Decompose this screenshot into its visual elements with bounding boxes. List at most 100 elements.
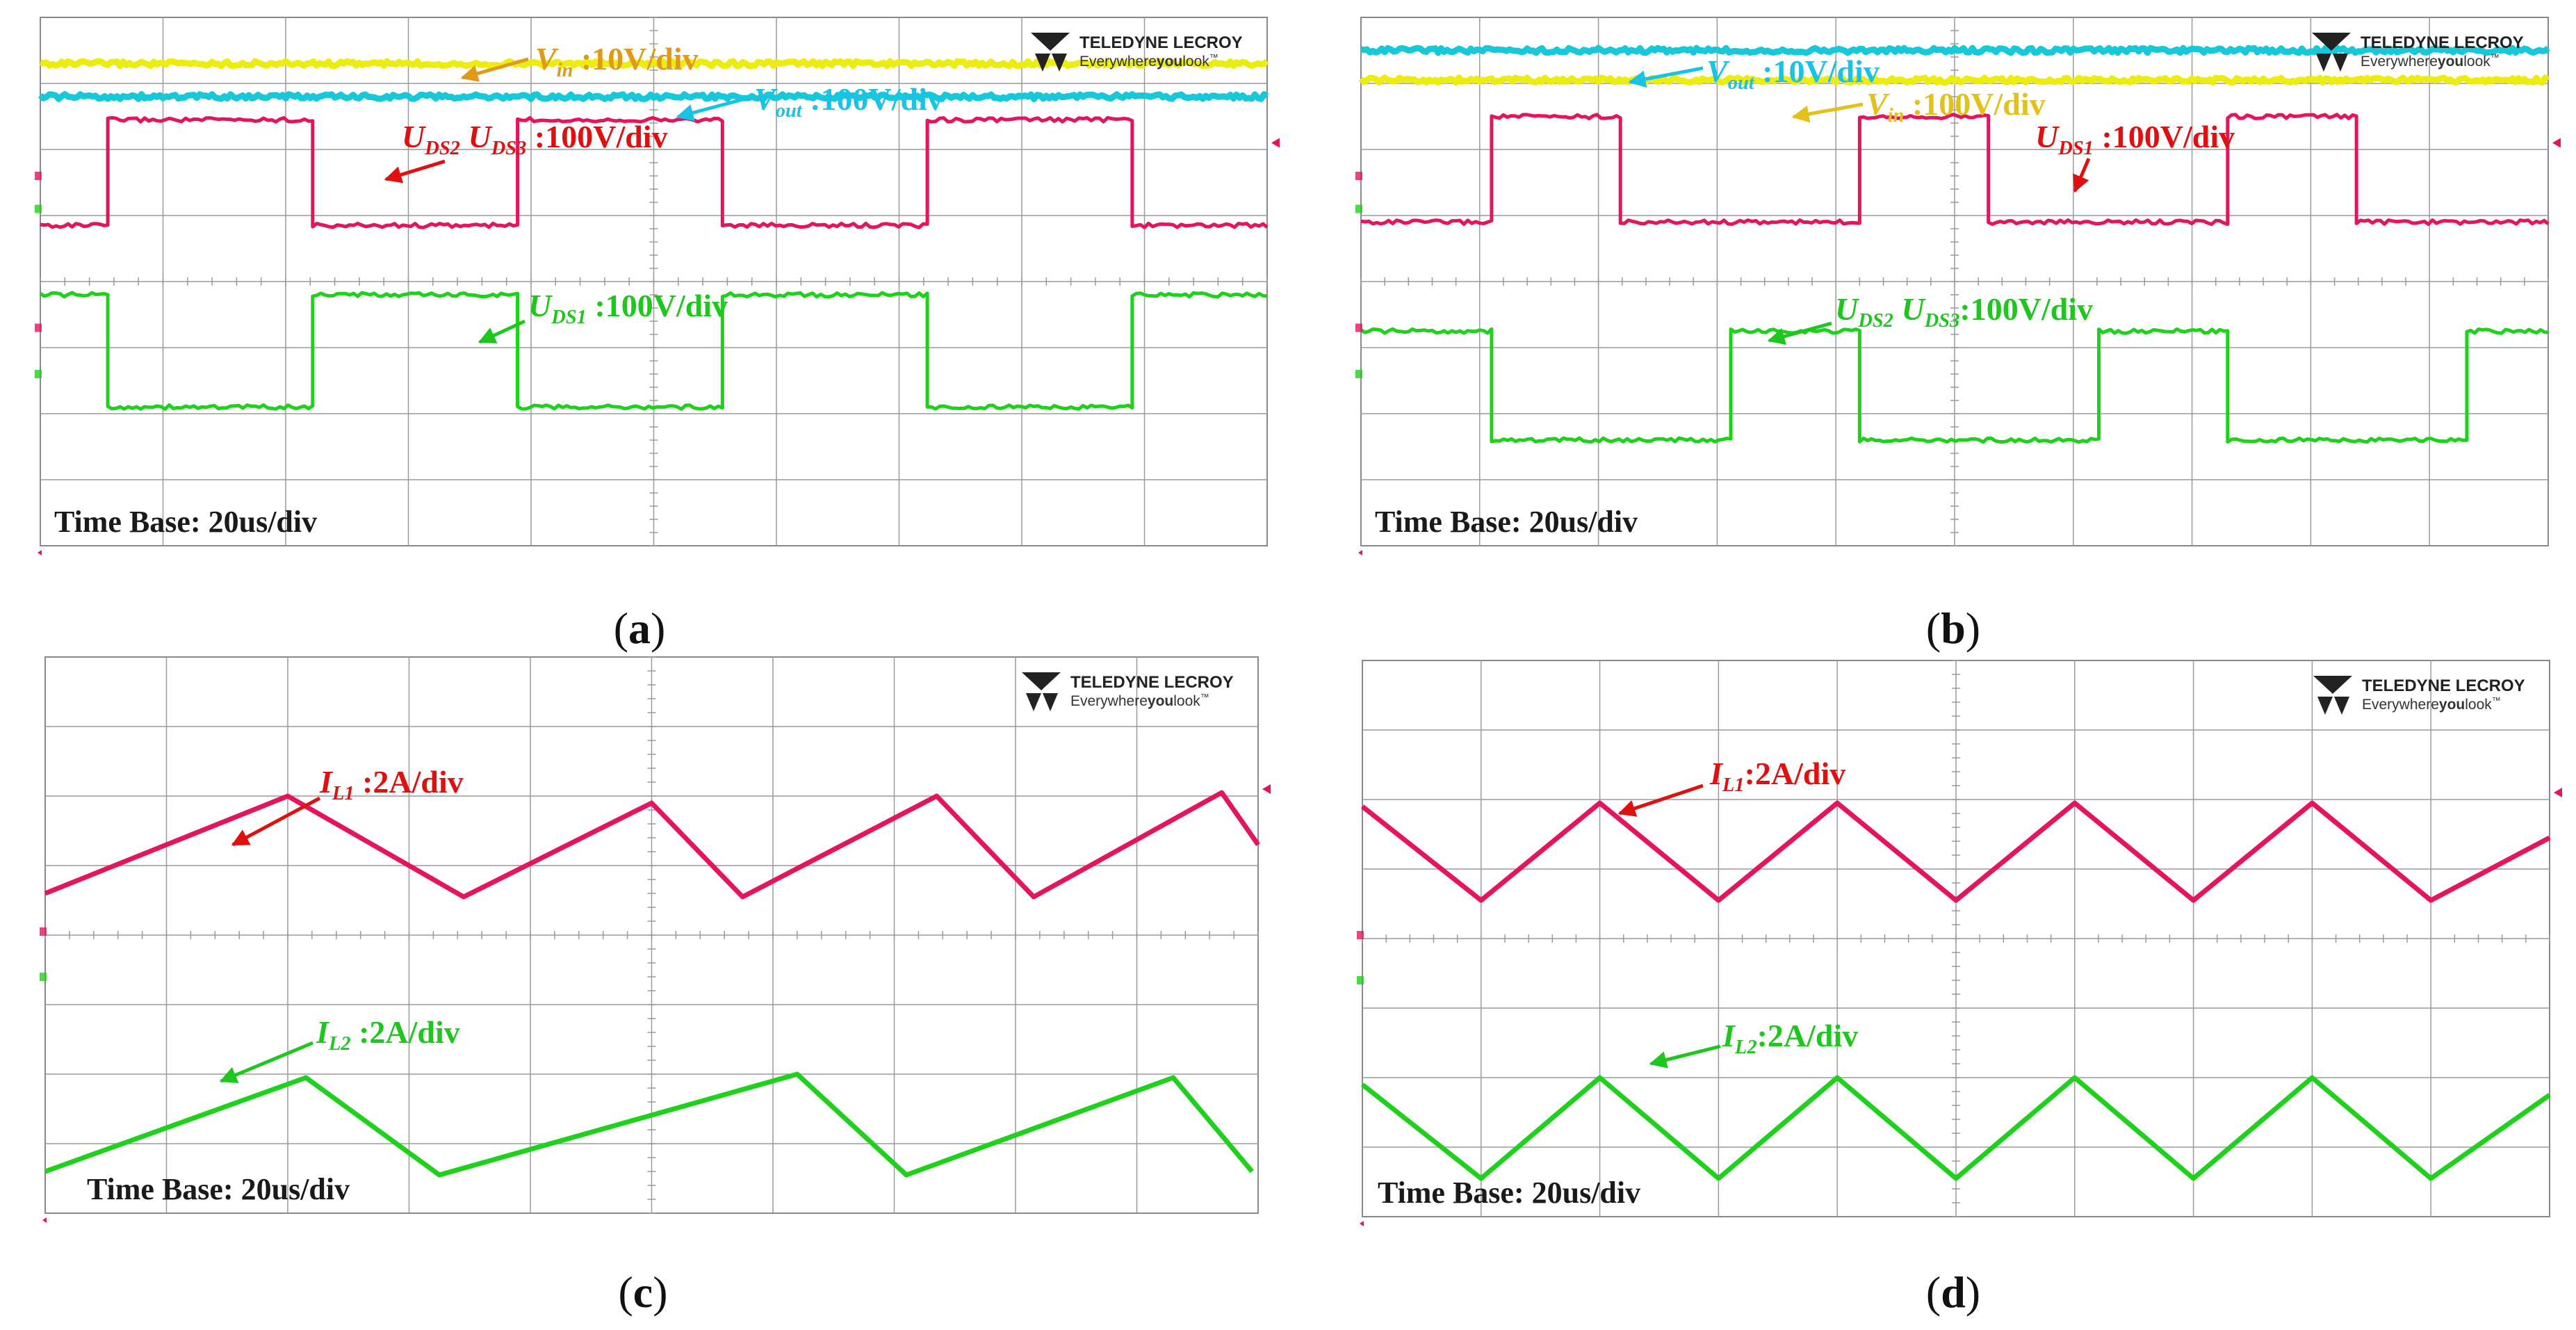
label-text: Vin :10V/div	[535, 41, 699, 81]
corner-marker	[1360, 1221, 1364, 1226]
trigger-marker	[1271, 138, 1280, 148]
label-text: Vout :100V/div	[754, 81, 943, 122]
brand-tagline: Everywhereyoulook™	[1070, 692, 1209, 709]
label-arrow	[384, 159, 446, 184]
corner-marker	[42, 1217, 47, 1223]
brand-name: TELEDYNE LECROY	[2361, 33, 2524, 52]
corner-marker	[38, 550, 42, 555]
channel-marker	[1357, 976, 1364, 984]
trace-label: UDS1 :100V/div	[478, 288, 728, 344]
teledyne-logo-icon	[2312, 33, 2351, 72]
channel-marker	[1355, 172, 1362, 180]
grid	[1362, 660, 2550, 1217]
channel-marker	[1355, 204, 1362, 213]
label-text: Vout :10V/div	[1706, 54, 1880, 94]
trace-label: Vout :10V/div	[1628, 54, 1880, 94]
label-arrow	[1649, 1044, 1721, 1069]
channel-marker	[1357, 931, 1364, 939]
trace-il1	[44, 790, 1260, 900]
teledyne-logo-icon	[2313, 676, 2352, 715]
label-arrow	[1617, 784, 1704, 817]
label-arrow	[676, 95, 751, 122]
label-arrow	[478, 319, 526, 344]
trigger-marker	[1262, 784, 1271, 794]
channel-marker	[40, 927, 47, 936]
grid	[44, 656, 1259, 1214]
trace-label: IL2:2A/div	[1649, 1018, 1858, 1069]
trace-label: UDS1 :100V/div	[2035, 119, 2235, 193]
channel-marker	[35, 172, 42, 180]
trace-label: Vout :100V/div	[676, 81, 943, 122]
trace-uds2-uds3	[40, 115, 1269, 229]
trigger-marker	[2552, 138, 2561, 148]
panel-caption: (b)	[1926, 603, 1980, 653]
teledyne-logo-icon	[1022, 672, 1061, 711]
trace-label: UDS2 UDS3:100V/div	[1767, 291, 2093, 346]
brand-name: TELEDYNE LECROY	[1070, 673, 1234, 692]
brand-tagline: Everywhereyoulook™	[2362, 695, 2501, 713]
trace-uds2-uds3	[1360, 327, 2549, 444]
trace-vin	[39, 58, 1269, 70]
channel-marker	[1355, 370, 1362, 378]
label-arrow	[231, 796, 321, 847]
channel-marker	[35, 323, 42, 332]
trigger-marker	[2554, 788, 2562, 797]
trace-label: IL1:2A/div	[1617, 756, 1845, 817]
time-base-label: Time Base: 20us/div	[1378, 1176, 1640, 1210]
panel-caption: (d)	[1926, 1267, 1980, 1317]
trace-label: IL2 :2A/div	[219, 1014, 460, 1083]
label-arrow	[1628, 66, 1704, 88]
corner-marker	[1358, 550, 1362, 555]
trace-uds1	[39, 291, 1268, 411]
label-arrow	[1767, 321, 1832, 346]
panel-caption: (a)	[614, 603, 666, 653]
channel-marker	[40, 973, 47, 981]
trace-label: Vin :10V/div	[460, 41, 699, 82]
time-base-label: Time Base: 20us/div	[87, 1172, 350, 1206]
label-arrow	[2073, 158, 2091, 193]
label-text: IL1:2A/div	[1709, 756, 1845, 796]
brand-tagline: Everywhereyoulook™	[1079, 52, 1218, 70]
label-arrow	[1791, 102, 1864, 123]
trace-label: IL1 :2A/div	[231, 764, 464, 847]
brand-name: TELEDYNE LECROY	[2362, 676, 2525, 695]
label-text: UDS1 :100V/div	[2035, 119, 2235, 159]
time-base-label: Time Base: 20us/div	[1375, 505, 1638, 539]
trace-il1	[1360, 800, 2551, 903]
brand-tagline: Everywhereyoulook™	[2361, 52, 2500, 70]
label-arrow	[460, 57, 529, 82]
channel-marker	[1355, 323, 1362, 332]
trace-vout	[38, 91, 1269, 102]
label-text: UDS1 :100V/div	[528, 288, 728, 328]
trace-il2	[44, 1071, 1254, 1178]
label-text: IL1 :2A/div	[319, 764, 464, 804]
trace-label: UDS2 UDS3 :100V/div	[384, 119, 668, 184]
label-text: UDS2 UDS3 :100V/div	[402, 119, 668, 159]
teledyne-logo-icon	[1031, 33, 1070, 72]
trace-vin	[1358, 74, 2550, 86]
channel-marker	[35, 370, 42, 378]
brand-name: TELEDYNE LECROY	[1079, 33, 1243, 52]
label-text: IL2 :2A/div	[316, 1014, 460, 1055]
panel-caption: (c)	[618, 1267, 667, 1317]
label-text: UDS2 UDS3:100V/div	[1835, 291, 2093, 332]
grid	[40, 17, 1268, 546]
trace-vout	[1360, 44, 2550, 56]
label-text: IL2:2A/div	[1722, 1018, 1858, 1058]
trace-uds1	[1360, 113, 2550, 226]
time-base-label: Time Base: 20us/div	[54, 505, 317, 539]
label-arrow	[219, 1041, 313, 1083]
trace-label: Vin :100V/div	[1791, 86, 2046, 127]
channel-marker	[35, 204, 42, 213]
trace-il2	[1360, 1075, 2552, 1181]
label-text: Vin :100V/div	[1866, 86, 2046, 127]
